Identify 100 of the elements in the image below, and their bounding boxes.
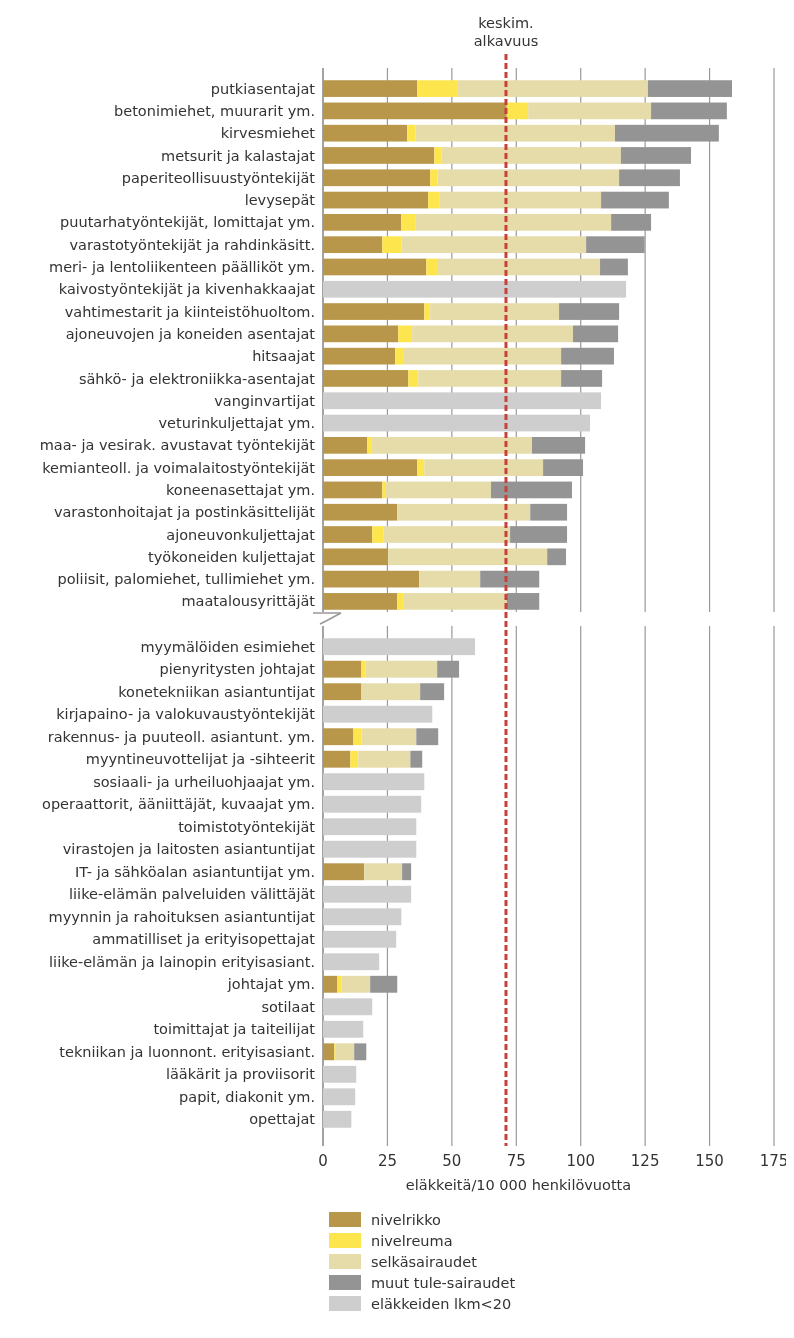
bar [419,570,481,588]
x-tick-label: 150 [695,1152,724,1170]
y-tick-label: ajoneuvonkuljettajat [166,526,316,543]
bar [361,683,421,701]
bar [323,303,425,320]
bar [323,526,373,543]
y-tick-label: levysepät [244,192,316,209]
bar [437,258,601,276]
y-tick-label: virastojen ja laitosten asiantuntijat [62,841,316,858]
bar [430,169,438,187]
bar [350,750,359,768]
bar [382,481,387,499]
bar [408,370,419,387]
y-tick-label: koneenasettajat ym. [165,482,315,498]
bar [323,750,351,768]
y-tick-label: poliisit, palomiehet, tullimiehet ym. [57,571,315,588]
bar [323,1110,352,1128]
bar [323,169,431,187]
bar [323,795,422,813]
y-tick-label: varastonhoitajat ja postinkäsittelijät [53,504,316,521]
bar [386,481,492,499]
bar [323,80,418,97]
bar [403,593,507,610]
y-tick-label: betonimiehet, muurarit ym. [114,102,315,119]
bar [361,660,366,678]
bar [323,773,425,791]
bar [323,147,435,164]
bar [415,124,615,142]
y-tick-label: konetekniikan asiantuntijat [118,683,316,700]
bar [382,236,402,254]
bar [323,593,398,610]
y-tick-label: puutarhatyöntekijät, lomittajat ym. [60,214,315,231]
y-tick-label: vahtimestarit ja kiinteistöhuoltom. [64,303,315,320]
y-tick-label: metsurit ja kalastajat [161,147,316,164]
x-tick-label: 25 [377,1152,397,1170]
bar [323,124,408,142]
bar [365,660,438,678]
bar [323,325,399,343]
bar [323,236,383,254]
bar [415,214,612,231]
bar [323,503,398,521]
bar [600,258,628,276]
bar [323,436,368,454]
y-tick-label: työkoneiden kuljettajat [148,548,316,565]
bar [323,280,627,298]
legend-label: nivelreuma [371,1233,453,1250]
y-tick-label: myynnin ja rahoituksen asiantuntijat [48,908,316,925]
bar [417,459,425,476]
bar [323,414,590,432]
bar [323,1088,356,1106]
bar [323,347,396,365]
bar [323,191,429,209]
bar [371,436,533,454]
bar [323,1043,335,1061]
bar [323,683,362,701]
bar [416,728,439,746]
bar [441,147,621,164]
bar [407,124,416,142]
bar [383,526,511,543]
bar [412,325,573,343]
bar [420,683,445,701]
y-tick-label: varastotyöntekijät ja rahdinkäsitt. [69,236,315,253]
y-tick-label: maa- ja vesirak. avustavat työntekijät [39,437,316,454]
y-tick-label: paperiteollisuustyöntekijät [121,169,316,186]
bar [457,80,648,97]
bar [341,975,371,993]
bar [323,930,397,948]
bar [323,975,338,993]
y-tick-label: pienyritysten johtajat [159,661,316,678]
x-tick-label: 0 [318,1152,328,1170]
bar [335,1043,355,1061]
y-tick-label: kemianteoll. ja voimalaitostyöntekijät [42,459,316,476]
y-tick-label: lääkärit ja proviisorit [165,1066,316,1083]
bar [367,436,372,454]
bar [439,191,602,209]
bar [430,303,560,320]
bar [426,258,438,276]
y-tick-label: kirvesmiehet [220,125,316,142]
bar [323,481,383,499]
legend-label: nivelrikko [371,1212,442,1229]
y-tick-label: operaattorit, ääniittäjät, kuvaajat ym. [42,796,315,813]
bar [323,885,412,903]
y-tick-label: ajoneuvojen ja koneiden asentajat [65,325,316,342]
bar [323,728,354,746]
bar [323,102,507,120]
bar [424,303,431,320]
legend-label: muut tule-sairaudet [371,1275,516,1292]
bar [323,570,420,588]
x-tick-label: 75 [506,1152,526,1170]
legend-label: selkäsairaudet [371,1254,478,1271]
y-tick-label: maatalousyrittäjät [181,593,316,610]
y-tick-label: ammatilliset ja erityisopettajat [92,931,316,948]
y-tick-label: kirjapaino- ja valokuvaustyöntekijät [56,706,316,723]
bar [424,459,544,476]
bar [323,840,417,858]
y-tick-label: toimittajat ja taiteilijat [153,1021,316,1038]
bar [401,214,416,231]
bar [403,347,562,365]
ref-line-label: keskim. alkavuus [473,15,539,49]
y-tick-label: meri- ja lentoliikenteen päälliköt ym. [49,259,315,276]
